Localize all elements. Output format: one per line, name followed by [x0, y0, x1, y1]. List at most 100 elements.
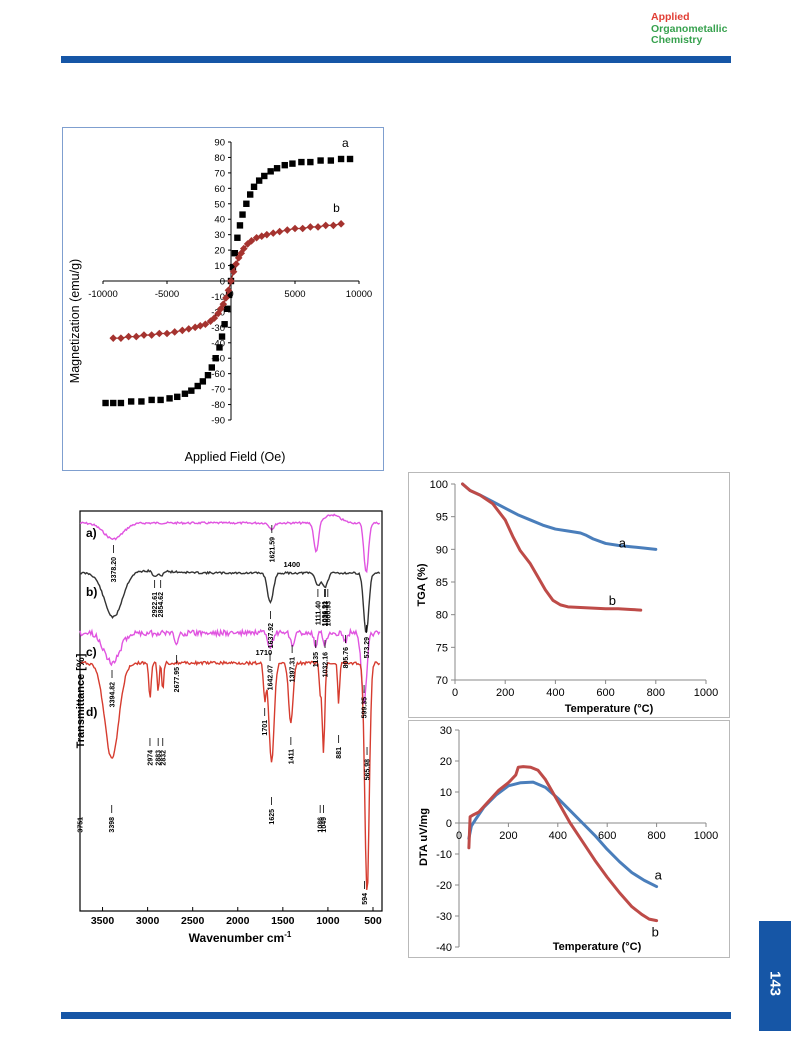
ftir-peak-label: 1036.91	[322, 601, 329, 626]
mag-point-a	[166, 395, 173, 402]
mag-point-a	[231, 250, 239, 257]
magnetization-y-axis-label: Magnetization (emu/g)	[68, 259, 82, 383]
mag-y-tick-label: 30	[214, 230, 225, 241]
thermal-x-tick-label: 800	[647, 830, 665, 842]
mag-y-tick-label: -30	[211, 323, 225, 334]
ftir-frame	[79, 510, 383, 912]
mag-y-tick-label: 20	[214, 246, 225, 257]
thermal-x-tick-label: 200	[499, 830, 517, 842]
mag-point-b	[243, 240, 252, 248]
mag-point-a	[307, 158, 314, 166]
mag-y-tick-label: 70	[214, 168, 225, 179]
thermal-y-tick-label: 30	[440, 725, 452, 737]
mag-point-a	[127, 398, 135, 405]
ftir-x-axis-label-text: Wavenumber cm	[189, 931, 285, 945]
ftir-peak-label: 1086	[318, 817, 325, 833]
mag-point-b	[124, 332, 133, 341]
ftir-peak-label: 1621.59	[269, 537, 276, 562]
mag-point-a	[346, 155, 354, 163]
thermal-x-tick-label: 400	[546, 687, 564, 699]
thermal-x-tick-label: 600	[596, 687, 614, 699]
mag-point-b	[232, 260, 240, 268]
ftir-peak-label: 1397.31	[290, 657, 297, 682]
ftir-peak-label: 1111.40	[315, 601, 322, 625]
mag-y-tick-label: 40	[214, 215, 225, 226]
mag-point-a	[223, 305, 231, 312]
thermal-x-tick-label: 1000	[694, 830, 718, 842]
thermal-x-tick-label: 0	[452, 687, 458, 699]
ftir-curve-label: b)	[86, 585, 97, 599]
mag-point-b	[140, 331, 148, 339]
mag-y-tick-label: -10	[211, 292, 225, 303]
ftir-spectrum-d	[79, 659, 381, 891]
ftir-peak-label: 2922.61	[152, 592, 159, 617]
thermal-curve-label-a: a	[619, 535, 627, 550]
mag-point-a	[261, 172, 268, 180]
mag-point-a	[327, 157, 335, 164]
thermal-y-tick-label: 10	[440, 787, 452, 799]
mag-point-a	[212, 355, 219, 362]
mag-point-a	[117, 399, 125, 407]
mag-point-a	[221, 321, 228, 328]
mag-point-b	[229, 267, 238, 276]
ftir-peak-label: 1642.07	[268, 665, 275, 690]
ftir-peak-label: 1000.93	[325, 601, 332, 626]
mag-point-a	[218, 333, 226, 340]
mag-point-b	[170, 328, 179, 336]
header-bar	[61, 56, 731, 63]
mag-y-tick-label: -60	[211, 369, 225, 380]
mag-point-a	[208, 364, 215, 371]
ftir-peak-label: 3394.82	[110, 682, 117, 707]
mag-point-a	[281, 161, 288, 169]
ftir-peak-label: 1400	[284, 560, 301, 569]
mag-point-b	[306, 223, 315, 231]
mag-point-b	[240, 244, 248, 253]
mag-point-b	[298, 224, 307, 233]
mag-point-a	[289, 160, 296, 167]
mag-point-a	[204, 372, 212, 379]
ftir-peak-label: 805.76	[343, 647, 350, 669]
thermal-y-tick-label: 20	[440, 756, 452, 768]
mag-point-a	[138, 398, 145, 405]
mag-x-tick-label: 10000	[346, 289, 372, 300]
mag-point-b	[257, 232, 266, 241]
thermal-series-a	[461, 482, 658, 551]
thermal-y-tick-label: 100	[430, 479, 448, 491]
mag-point-b	[155, 329, 164, 338]
mag-point-b	[109, 334, 118, 342]
thermal-x-tick-label: 400	[549, 830, 567, 842]
tga-x-axis-label: Temperature (°C)	[565, 703, 654, 715]
mag-point-b	[191, 323, 199, 332]
mag-point-b	[184, 325, 193, 333]
mag-point-a	[267, 168, 274, 175]
mag-point-a	[194, 382, 201, 390]
thermal-y-tick-label: -20	[436, 880, 452, 892]
mag-point-b	[337, 220, 345, 228]
mag-point-b	[227, 277, 235, 285]
ftir-y-axis-label: Transmittance [%]	[75, 653, 87, 748]
mag-point-a	[174, 393, 181, 401]
mag-point-a	[236, 222, 244, 229]
thermal-y-tick-label: -30	[436, 911, 452, 923]
ftir-peak-label: 573.29	[364, 637, 371, 659]
ftir-peak-label: 1028.33	[323, 601, 330, 626]
mag-y-tick-label: -40	[211, 338, 225, 349]
thermal-curve-label-b: b	[652, 925, 659, 940]
mag-point-b	[269, 229, 278, 237]
mag-point-a	[250, 183, 258, 190]
ftir-peak-label: 881	[336, 747, 343, 759]
footer-bar	[61, 1012, 731, 1019]
thermal-y-tick-label: 80	[436, 610, 448, 622]
mag-y-tick-label: 90	[214, 138, 225, 149]
mag-point-b	[224, 286, 233, 295]
mag-point-a	[298, 158, 305, 166]
mag-point-b	[234, 254, 243, 262]
mag-y-tick-label: -70	[211, 385, 225, 396]
thermal-x-tick-label: 0	[456, 830, 462, 842]
mag-point-b	[210, 314, 219, 322]
thermal-curve-label-b: b	[609, 593, 616, 608]
ftir-peak-label: 1637.92	[268, 623, 275, 648]
thermal-x-tick-label: 800	[647, 687, 665, 699]
